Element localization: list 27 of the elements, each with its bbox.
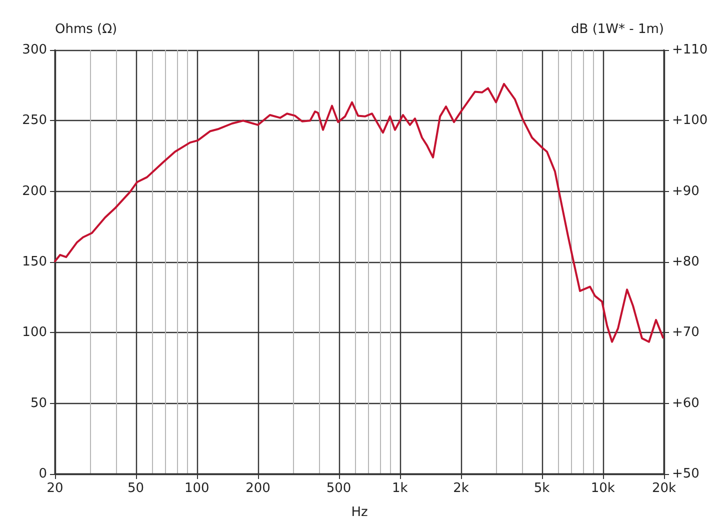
x-tick-label: 200 — [246, 481, 270, 496]
x-tick-label: 50 — [128, 481, 144, 496]
y-tick-label: 200 — [22, 184, 47, 199]
x-tick-label: 10k — [590, 481, 616, 496]
x-tick-label: 1k — [392, 481, 408, 496]
x-tick-label: 5k — [534, 481, 550, 496]
y-tick-label: 100 — [22, 325, 47, 340]
y2-tick-label: +110 — [672, 42, 708, 58]
x-tick-label: 20 — [46, 481, 64, 496]
y-tick-label: 300 — [22, 42, 47, 58]
y-tick-label: 50 — [30, 396, 47, 411]
y-tick-label: 0 — [38, 466, 47, 482]
y2-tick-label: +60 — [672, 396, 700, 411]
y2-tick-label: +50 — [672, 466, 700, 482]
y-tick-label: 250 — [22, 113, 47, 128]
x-tick-label: 20k — [652, 481, 677, 496]
y-axis-title: Ohms (Ω) — [55, 22, 118, 37]
y2-axis-title: dB (1W* - 1m) — [571, 22, 664, 37]
y2-tick-label: +90 — [672, 184, 700, 199]
y2-tick-label: +100 — [672, 113, 708, 128]
y2-tick-label: +70 — [672, 325, 700, 340]
y-tick-label: 150 — [22, 254, 47, 270]
x-tick-label: 100 — [184, 481, 210, 496]
x-axis-title: Hz — [351, 505, 368, 520]
y2-tick-label: +80 — [672, 254, 700, 270]
x-tick-label: 500 — [326, 481, 352, 496]
x-tick-label: 2k — [453, 481, 470, 496]
